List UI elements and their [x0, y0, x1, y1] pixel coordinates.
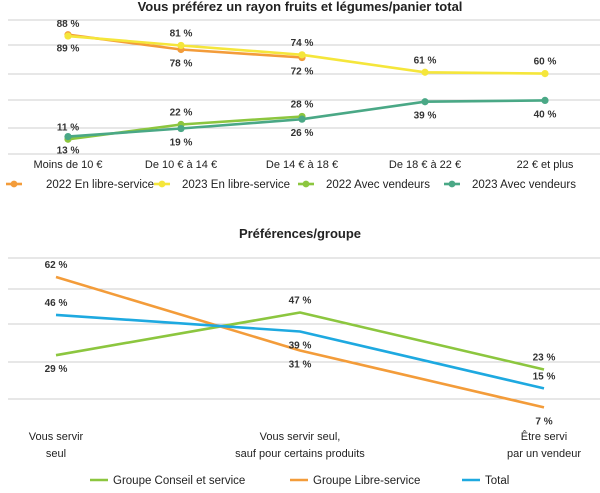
chart-1-title: Vous préférez un rayon fruits et légumes… [138, 0, 463, 14]
chart-1-series [64, 31, 549, 143]
category-label: De 14 € à 18 € [266, 159, 338, 171]
series-line-1 [55, 311, 545, 371]
data-label: 28 % [291, 99, 314, 110]
data-label: 40 % [534, 109, 557, 120]
data-point [177, 124, 185, 133]
data-label: 88 % [57, 19, 80, 30]
legend-label: 2022 En libre-service [46, 179, 154, 191]
data-label: 81 % [170, 28, 193, 39]
series-line-2 [55, 275, 545, 409]
data-label: 13 % [57, 146, 80, 157]
category-label: Être servi [521, 430, 567, 443]
data-label: 47 % [289, 296, 312, 307]
category-label: sauf pour certains produits [235, 448, 365, 460]
data-label: 26 % [291, 128, 314, 139]
legend-item-3: Total [462, 475, 509, 487]
data-label: 15 % [533, 371, 556, 382]
legend-item-2: 2023 En libre-service [154, 179, 290, 191]
chart-2-legend: Groupe Conseil et service Groupe Libre-se… [90, 475, 509, 487]
chart-2-series [55, 275, 545, 409]
data-label: 19 % [170, 138, 193, 149]
chart-2-grid [8, 257, 600, 400]
legend-label: Groupe Libre-service [313, 475, 420, 487]
legend-label: Groupe Conseil et service [113, 475, 245, 487]
legend-marker [302, 180, 310, 188]
chart-2-data-labels: 29 % 47 % 23 % 62 % 31 % 7 % 46 % 39 % 15 % [45, 260, 556, 427]
legend-marker [448, 180, 456, 188]
data-label: 74 % [291, 38, 314, 49]
data-label: 22 % [170, 108, 193, 119]
legend-marker [158, 180, 166, 188]
data-label: 39 % [289, 341, 312, 352]
category-label: De 18 € à 22 € [389, 159, 461, 171]
data-label: 31 % [289, 359, 312, 370]
data-label: 39 % [414, 111, 437, 122]
data-label: 62 % [45, 260, 68, 271]
category-label: seul [46, 448, 66, 460]
legend-item-3: 2022 Avec vendeurs [298, 179, 430, 191]
category-label: par un vendeur [507, 448, 581, 460]
data-label: 78 % [170, 58, 193, 69]
data-label: 89 % [57, 44, 80, 55]
category-label: De 10 € à 14 € [145, 159, 217, 171]
data-point [64, 32, 72, 40]
category-label: Vous servir seul, [260, 431, 341, 443]
category-label: 22 € et plus [517, 159, 574, 171]
data-label: 60 % [534, 57, 557, 68]
chart-1-category-labels: Moins de 10 € De 10 € à 14 € De 14 € à 18 … [33, 159, 573, 171]
data-point [421, 68, 429, 76]
legend-label: 2023 En libre-service [182, 179, 290, 191]
legend-item-1: Groupe Conseil et service [90, 475, 245, 487]
data-label: 7 % [535, 416, 552, 427]
data-point [541, 96, 549, 104]
chart-1-grid [8, 19, 600, 155]
data-label: 61 % [414, 55, 437, 66]
legend-item-1: 2022 En libre-service [6, 179, 154, 191]
data-point [298, 51, 306, 59]
data-label: 11 % [57, 122, 79, 133]
legend-item-2: Groupe Libre-service [290, 475, 420, 487]
category-label: Moins de 10 € [33, 159, 102, 171]
chart-2: Préférences/groupe 29 % 47 % 23 % 62 % 31 % 7… [8, 226, 600, 487]
chart-2-category-labels: Vous servir seul Vous servir seul, sauf pou… [29, 430, 582, 460]
chart-1-data-labels: 89 % 78 % 72 % 88 % 81 % 74 % 61 % 60 % 11 % 22 %… [57, 19, 557, 157]
data-point [541, 70, 549, 78]
data-label: 46 % [45, 298, 68, 309]
chart-2-title: Préférences/groupe [239, 226, 361, 241]
chart-1: Vous préférez un rayon fruits et légumes… [6, 0, 600, 191]
category-label: Vous servir [29, 431, 84, 443]
data-point [421, 98, 429, 106]
data-point [64, 132, 72, 141]
data-label: 29 % [45, 364, 68, 375]
data-point [298, 115, 306, 123]
legend-label: 2023 Avec vendeurs [472, 179, 576, 191]
data-label: 23 % [533, 352, 556, 363]
legend-marker [10, 180, 18, 188]
chart-1-legend: 2022 En libre-service 2023 En libre-servi… [6, 179, 576, 191]
series-line-3 [55, 313, 545, 390]
legend-item-4: 2023 Avec vendeurs [444, 179, 576, 191]
legend-label: 2022 Avec vendeurs [326, 179, 430, 191]
legend-label: Total [485, 475, 509, 487]
data-point [177, 41, 185, 50]
data-label: 72 % [291, 67, 314, 78]
